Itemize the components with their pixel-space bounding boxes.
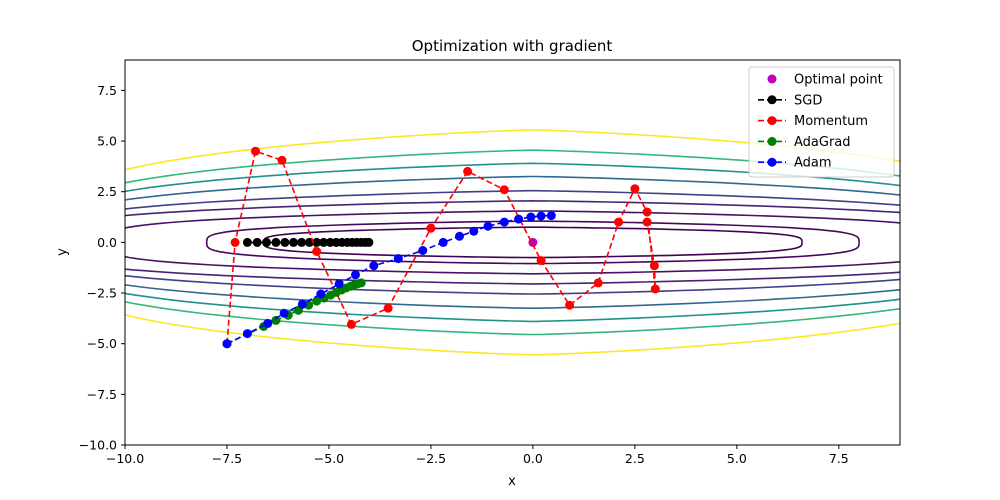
adam-point [351,270,360,280]
adam-point [393,254,403,264]
momentum-point [383,303,393,313]
contour-level-4 [125,189,900,295]
momentum-point [642,217,652,227]
contour-level-1 [205,220,860,265]
momentum-point [642,207,652,217]
sgd-point [312,237,322,247]
y-tick-label: −10.0 [79,438,117,453]
legend-sgd-label: SGD [794,93,822,108]
adagrad-point [271,315,281,325]
momentum-point [230,237,240,247]
legend-adagrad-marker [767,136,777,146]
adam-point [469,226,479,236]
y-axis: −10.0 −7.5 −5.0 −2.5 0.0 2.5 5.0 7.5 [79,83,125,453]
y-tick-label: 5.0 [97,134,117,149]
adam-point [279,308,289,318]
momentum-point [312,247,322,256]
adam-point [297,299,307,309]
legend-optimal-point-label: Optimal point [794,73,883,88]
momentum-point [649,261,659,271]
adam-point [536,211,546,221]
adam-point [263,318,273,328]
legend-momentum-label: Momentum [794,114,868,129]
sgd-point [242,237,252,247]
momentum-point [614,217,624,227]
adam-point [499,217,509,227]
legend-adam-label: Adam [794,156,832,171]
axes-frame [124,59,901,446]
momentum-point [277,155,287,165]
legend-sgd-marker [767,95,777,105]
momentum-point [536,256,546,266]
adam-point [526,212,536,222]
contour-level-7 [125,149,900,336]
sgd-point [280,237,290,247]
adam-point [316,289,326,299]
y-tick-label: 0.0 [97,235,117,250]
adam-point [455,231,464,241]
y-tick-label: −7.5 [87,387,117,402]
legend-box [748,66,895,178]
x-tick-label: 2.5 [625,451,645,466]
momentum-point [463,166,473,176]
momentum-point [499,185,509,195]
x-axis: −10.0 −7.5 −5.0 −2.5 0.0 2.5 5.0 7.5 [106,445,849,466]
adam-point [222,339,232,349]
adagrad-point [312,296,322,306]
y-tick-label: −5.0 [87,336,117,351]
contour-level-2 [125,210,900,275]
momentum-point [630,184,640,194]
adam-point [242,329,252,339]
sgd-point [289,237,298,247]
chart-title: Optimization with gradient [412,37,613,55]
sgd-point [364,237,374,247]
adam-point [514,214,524,224]
y-axis-label: y [55,248,70,256]
contour-lines [125,129,900,356]
y-tick-label: 7.5 [97,83,117,98]
contour-level-5 [125,175,900,310]
momentum-point [426,223,436,233]
adam-point [418,246,428,255]
y-tick-label: −2.5 [87,286,117,301]
momentum-point [251,146,260,156]
x-tick-label: −7.5 [212,451,242,466]
contour-level-6 [125,162,900,323]
legend-momentum-marker [767,116,777,126]
x-tick-label: −2.5 [416,451,446,466]
sgd-point [252,237,262,247]
legend-optimal-point-marker [767,74,777,84]
x-tick-label: −10.0 [106,451,144,466]
adagrad-point [356,278,366,288]
adam-point [334,279,344,289]
sgd-point [271,237,281,247]
momentum-point [346,319,356,329]
x-tick-label: 0.0 [523,451,543,466]
adam-point [483,221,493,231]
legend: Optimal point SGD Momentum AdaGrad Adam [748,66,895,178]
y-tick-label: 2.5 [97,184,117,199]
adam-point [546,211,556,221]
momentum-point [650,284,660,294]
sgd-point [297,237,307,247]
x-tick-label: −5.0 [314,451,344,466]
legend-adam-marker [767,157,777,167]
momentum-point [565,300,575,310]
contour-level-3 [125,199,900,285]
x-tick-label: 7.5 [829,451,849,466]
adam-point [369,261,379,271]
adam-point [438,237,448,247]
x-axis-label: x [508,474,516,489]
sgd-point [262,237,271,247]
momentum-point [593,278,603,288]
contour-level-8 [125,129,900,356]
series-layer [222,146,660,349]
legend-adagrad-label: AdaGrad [794,135,851,150]
x-tick-label: 5.0 [727,451,747,466]
sgd-point [319,237,329,247]
